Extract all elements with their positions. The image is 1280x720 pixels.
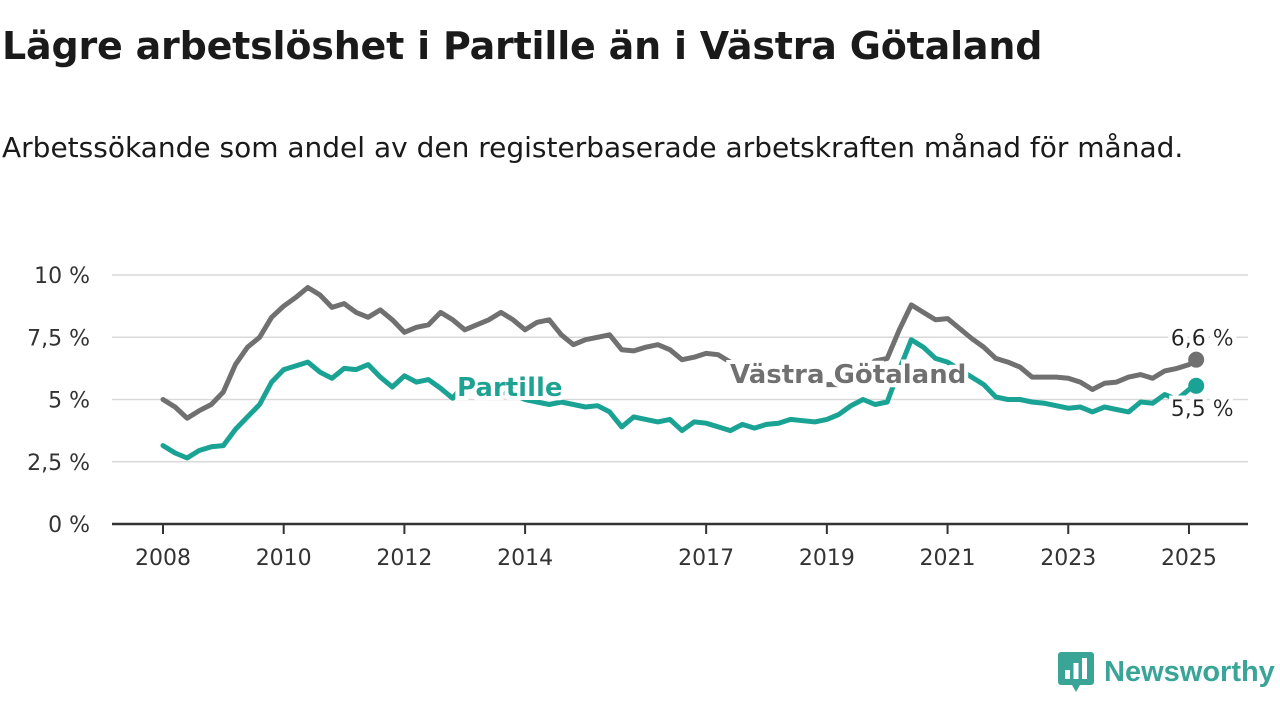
y-tick-label: 0 % xyxy=(48,513,90,538)
y-tick-label: 2,5 % xyxy=(27,451,90,476)
end-point-vastra-gotaland xyxy=(1188,351,1205,368)
end-value-label-vastra-gotaland: 6,6 % xyxy=(1171,327,1234,352)
x-tick-label: 2017 xyxy=(678,546,734,571)
x-tick-label: 2012 xyxy=(376,546,432,571)
series-labels: Västra Götaland Partille 6,6 % 5,5 % xyxy=(457,327,1234,422)
x-tick-label: 2021 xyxy=(920,546,976,571)
x-tick-label: 2023 xyxy=(1040,546,1096,571)
series-lines xyxy=(160,285,1205,461)
end-value-label-partille: 5,5 % xyxy=(1171,397,1234,422)
brand-logo: Newsworthy xyxy=(1058,652,1275,692)
end-point-partille xyxy=(1188,377,1205,394)
chart-title: Lägre arbetslöshet i Partille än i Västr… xyxy=(2,24,1043,68)
x-tick-label: 2019 xyxy=(799,546,855,571)
y-tick-label: 7,5 % xyxy=(27,326,90,351)
brand-name: Newsworthy xyxy=(1104,655,1275,688)
x-tick-label: 2010 xyxy=(256,546,312,571)
x-tick-label: 2014 xyxy=(497,546,553,571)
series-line-vastra-gotaland xyxy=(160,285,1199,421)
y-tick-label: 10 % xyxy=(34,264,90,289)
series-label-vastra-gotaland: Västra Götaland xyxy=(730,360,966,390)
x-tick-label: 2025 xyxy=(1161,546,1217,571)
series-label-partille: Partille xyxy=(457,373,563,403)
x-tick-label: 2008 xyxy=(135,546,191,571)
series-line-partille xyxy=(160,337,1199,461)
newsworthy-logo-icon xyxy=(1058,652,1094,692)
y-tick-label: 5 % xyxy=(48,389,90,414)
chart-subtitle: Arbetssökande som andel av den registerb… xyxy=(2,131,1184,164)
grid-lines: 0 % 2,5 % 5 % 7,5 % 10 % 2008 2010 2012 2014 2017… xyxy=(27,264,1248,571)
